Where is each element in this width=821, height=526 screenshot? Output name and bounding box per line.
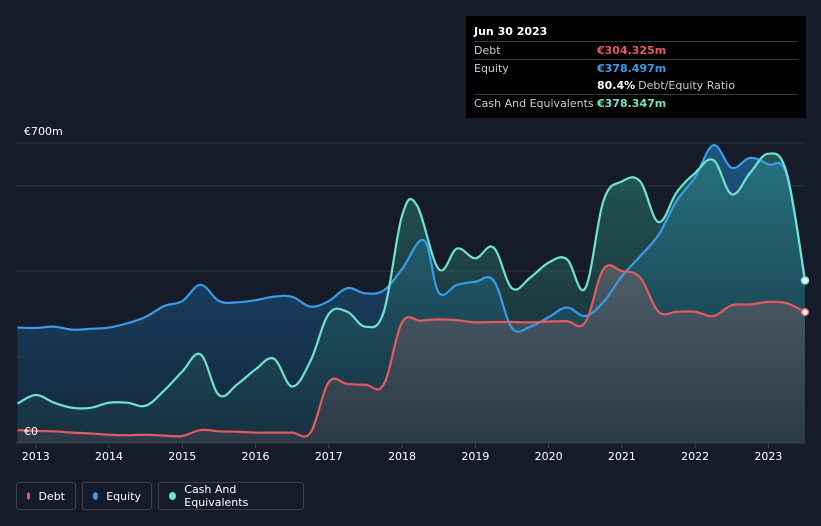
tooltip-cash-label: Cash And Equivalents <box>474 97 594 110</box>
tooltip-panel: Jun 30 2023 Debt €304.325m Equity €378.4… <box>466 16 806 118</box>
legend-item-debt[interactable]: Debt <box>16 482 76 510</box>
legend-item-equity[interactable]: Equity <box>82 482 152 510</box>
legend-cash-dot <box>169 492 177 500</box>
x-tick-label-2023: 2023 <box>754 450 782 463</box>
tooltip-equity-label: Equity <box>474 62 509 75</box>
debt-line <box>17 264 806 438</box>
x-tick-label-2022: 2022 <box>681 450 709 463</box>
x-tick-label-2017: 2017 <box>315 450 343 463</box>
legend-cash-label: Cash And Equivalents <box>184 483 249 509</box>
x-tick-label-2016: 2016 <box>242 450 270 463</box>
cash-line <box>16 152 807 410</box>
x-tick-label-2018: 2018 <box>388 450 416 463</box>
legend-debt-label: Debt <box>38 489 65 503</box>
tooltip-row-equity: Equity €378.497m <box>474 59 798 77</box>
tooltip-row-ratio: 80.4% Debt/Equity Ratio <box>474 77 798 94</box>
tooltip-ratio-caption: Debt/Equity Ratio <box>638 79 735 92</box>
x-tick-label-2020: 2020 <box>535 450 563 463</box>
x-tick-label-2013: 2013 <box>22 450 50 463</box>
tooltip-equity-value: €378.497m <box>597 62 667 75</box>
legend-debt-dot <box>27 492 31 500</box>
tooltip-debt-label: Debt <box>474 44 501 57</box>
tooltip-row-cash: Cash And Equivalents €378.347m <box>474 94 798 112</box>
equity-line <box>17 144 807 333</box>
x-tick-label-2014: 2014 <box>95 450 123 463</box>
debt-end-marker <box>800 307 810 317</box>
tooltip-ratio-value: 80.4% <box>597 79 636 92</box>
x-tick-label-2019: 2019 <box>461 450 489 463</box>
y-bottom-label: €0 <box>24 425 38 438</box>
tooltip-cash-value: €378.347m <box>597 97 667 110</box>
legend-equity-label: Equity <box>106 489 141 503</box>
legend-equity-dot <box>93 492 99 500</box>
tooltip-date: Jun 30 2023 <box>474 25 548 38</box>
debt-area <box>17 265 806 442</box>
tooltip-row-debt: Debt €304.325m <box>474 41 798 59</box>
legend-item-cash[interactable]: Cash And Equivalents <box>158 482 304 510</box>
cash-end-marker <box>800 276 810 285</box>
tooltip-debt-value: €304.325m <box>597 44 667 57</box>
x-tick-label-2021: 2021 <box>608 450 636 463</box>
x-tick-label-2015: 2015 <box>168 450 196 463</box>
y-top-label: €700m <box>24 125 63 138</box>
tooltip-ratio-label <box>474 77 597 94</box>
